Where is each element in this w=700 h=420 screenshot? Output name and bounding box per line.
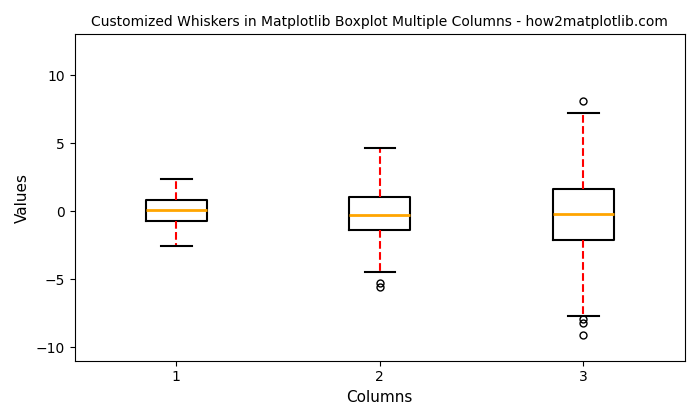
Y-axis label: Values: Values bbox=[15, 173, 30, 223]
Title: Customized Whiskers in Matplotlib Boxplot Multiple Columns - how2matplotlib.com: Customized Whiskers in Matplotlib Boxplo… bbox=[91, 15, 668, 29]
X-axis label: Columns: Columns bbox=[346, 390, 413, 405]
